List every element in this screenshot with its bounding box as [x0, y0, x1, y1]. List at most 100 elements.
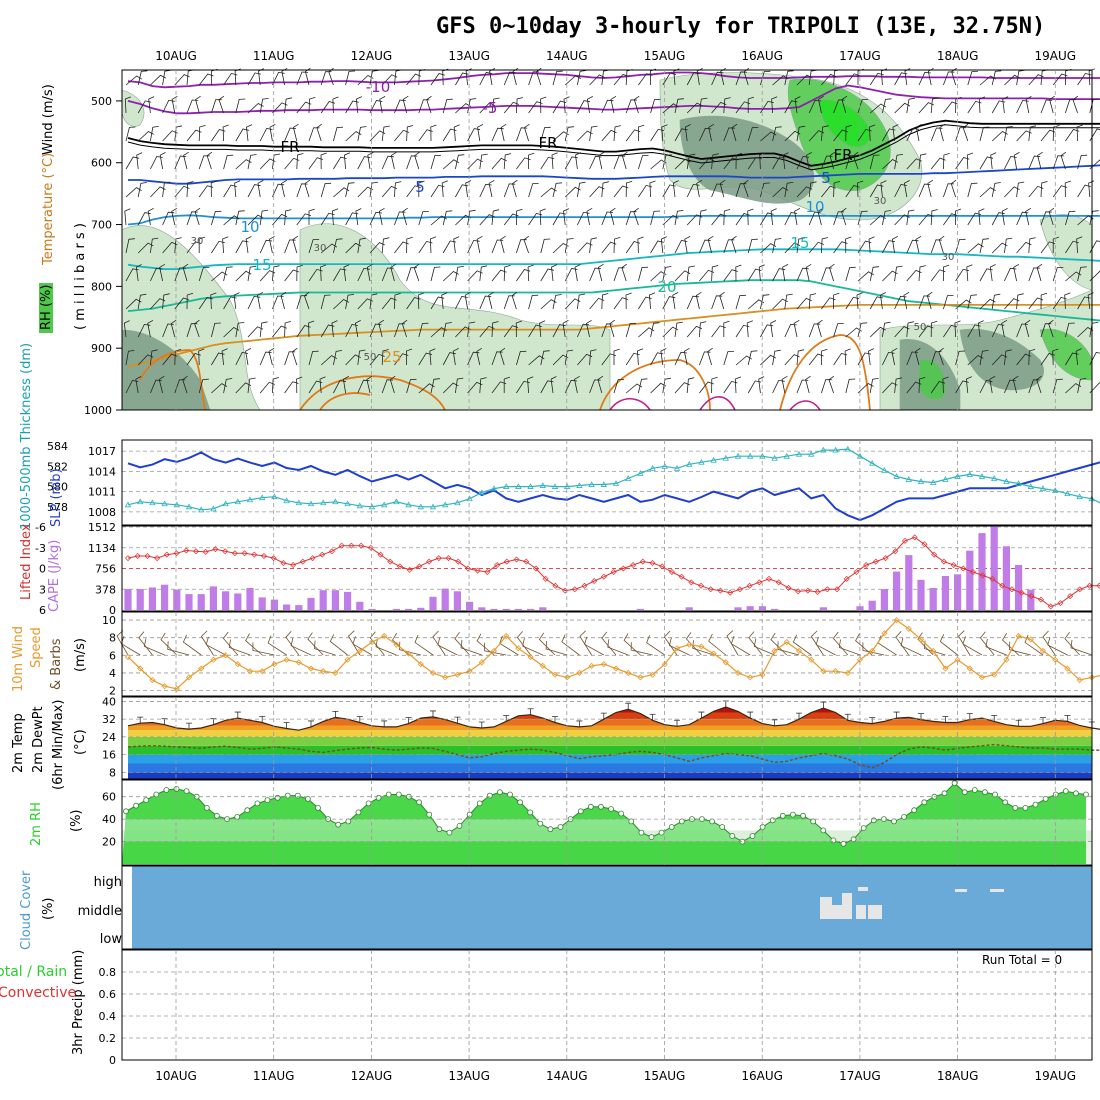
wind-speed-point: [1088, 674, 1095, 681]
rh-point: [587, 803, 594, 810]
10m-wind-barb: [182, 634, 202, 656]
li-point: [921, 541, 928, 548]
cape-bar: [368, 608, 376, 610]
li-point: [931, 551, 938, 558]
contour-line-10: [127, 214, 1100, 226]
wind-speed-point: [124, 654, 132, 661]
wind-barb: [125, 126, 136, 142]
rh-point: [153, 791, 160, 798]
contour-label: 15: [252, 256, 271, 274]
wind-barb: [1016, 293, 1024, 310]
thickness-point: [978, 473, 986, 479]
temp-band: [128, 745, 1092, 755]
temp-max-marker: [405, 717, 412, 724]
wind-barb: [951, 67, 957, 86]
wind-barb: [747, 238, 758, 254]
10m-wind-barb: [770, 632, 788, 656]
wind-barb: [943, 153, 950, 170]
rh-point: [123, 808, 129, 815]
rh-point: [901, 814, 907, 820]
wind-barb: [808, 293, 817, 310]
thickness-tick-label: 582: [47, 460, 68, 473]
cape-bar: [441, 588, 449, 610]
wind-barb: [915, 235, 922, 254]
li-point: [192, 548, 199, 555]
wind-barb: [723, 127, 735, 142]
wind-barb: [269, 124, 276, 142]
wind-barb: [1064, 180, 1071, 198]
wind-barb: [198, 125, 206, 142]
thickness-point: [1039, 485, 1047, 491]
10m-wind-barb: [708, 633, 727, 656]
wind-barb: [308, 97, 316, 114]
li-point: [688, 579, 695, 586]
slp-tick-label: 1008: [88, 506, 116, 519]
rh-legend-swatch: [39, 283, 53, 333]
wind-barb: [821, 237, 829, 254]
rh-point: [729, 833, 736, 839]
wind-barb: [394, 211, 406, 226]
wind-barb: [258, 68, 265, 86]
wind-barb: [562, 320, 569, 338]
10m-wind-barb: [399, 641, 421, 656]
wind-barb: [499, 347, 506, 366]
wind-barb: [882, 210, 892, 226]
cloud-patch: [842, 893, 852, 919]
contour-line-35: [609, 397, 651, 411]
li-point: [562, 587, 569, 594]
cape-tick-label: 1512: [88, 521, 116, 534]
wind-barb: [1065, 210, 1076, 226]
wind-barb: [511, 291, 518, 310]
li-point: [377, 551, 384, 558]
li-point: [678, 573, 685, 580]
wind-barb: [978, 208, 985, 226]
wind-barb: [406, 378, 417, 394]
wind-barb: [990, 152, 997, 170]
10m-wind-barb: [979, 631, 995, 656]
cape-bar: [185, 594, 193, 610]
wind-barb: [852, 151, 859, 170]
rh-point: [790, 811, 796, 818]
cloud-patch: [990, 889, 1004, 892]
cape-bar: [868, 600, 876, 610]
wind-barb: [625, 99, 638, 114]
li-point: [639, 558, 646, 565]
li-point: [1018, 589, 1025, 596]
wind-barb: [869, 124, 876, 142]
li-point: [979, 572, 986, 579]
10m-wind-barb: [753, 638, 775, 656]
p8-label-convective: Convective: [0, 985, 76, 1001]
cape-bar: [941, 576, 949, 610]
wind-barb: [649, 180, 656, 198]
wind-barb: [915, 123, 922, 142]
rh-point: [1002, 799, 1009, 806]
rh-point: [133, 802, 140, 809]
wind-barb: [333, 350, 343, 366]
thickness-point: [246, 496, 254, 503]
thickness-point: [771, 454, 778, 461]
li-point: [834, 586, 841, 593]
li-point: [707, 586, 714, 593]
wind-speed-point: [832, 668, 839, 675]
slp-tick-label: 1011: [88, 486, 116, 499]
rh-point: [891, 818, 897, 825]
temp-max-marker: [698, 711, 705, 719]
10m-wind-barb: [285, 631, 300, 656]
rh-tick-label: 60: [102, 791, 116, 804]
wind-barb: [828, 375, 835, 394]
wind-barb: [426, 95, 432, 114]
wind-barb: [833, 323, 844, 338]
wind-barb: [991, 293, 1001, 310]
thickness-point: [478, 489, 485, 496]
contour-label: 15: [790, 234, 809, 252]
wind-barb: [269, 235, 275, 254]
thickness-point: [307, 500, 315, 507]
10m-wind-barb: [792, 634, 812, 656]
wind-speed-point: [893, 616, 900, 624]
wind-speed-point: [747, 674, 754, 681]
rh-point: [840, 840, 847, 847]
wind-barb: [280, 291, 287, 310]
wind-barb: [845, 266, 856, 282]
bottom-date-axis: 10AUG 11AUG 12AUG 13AUG 14AUG 15AUG 16AUG 17AUG…: [155, 1069, 1076, 1083]
thickness-point: [234, 498, 241, 505]
